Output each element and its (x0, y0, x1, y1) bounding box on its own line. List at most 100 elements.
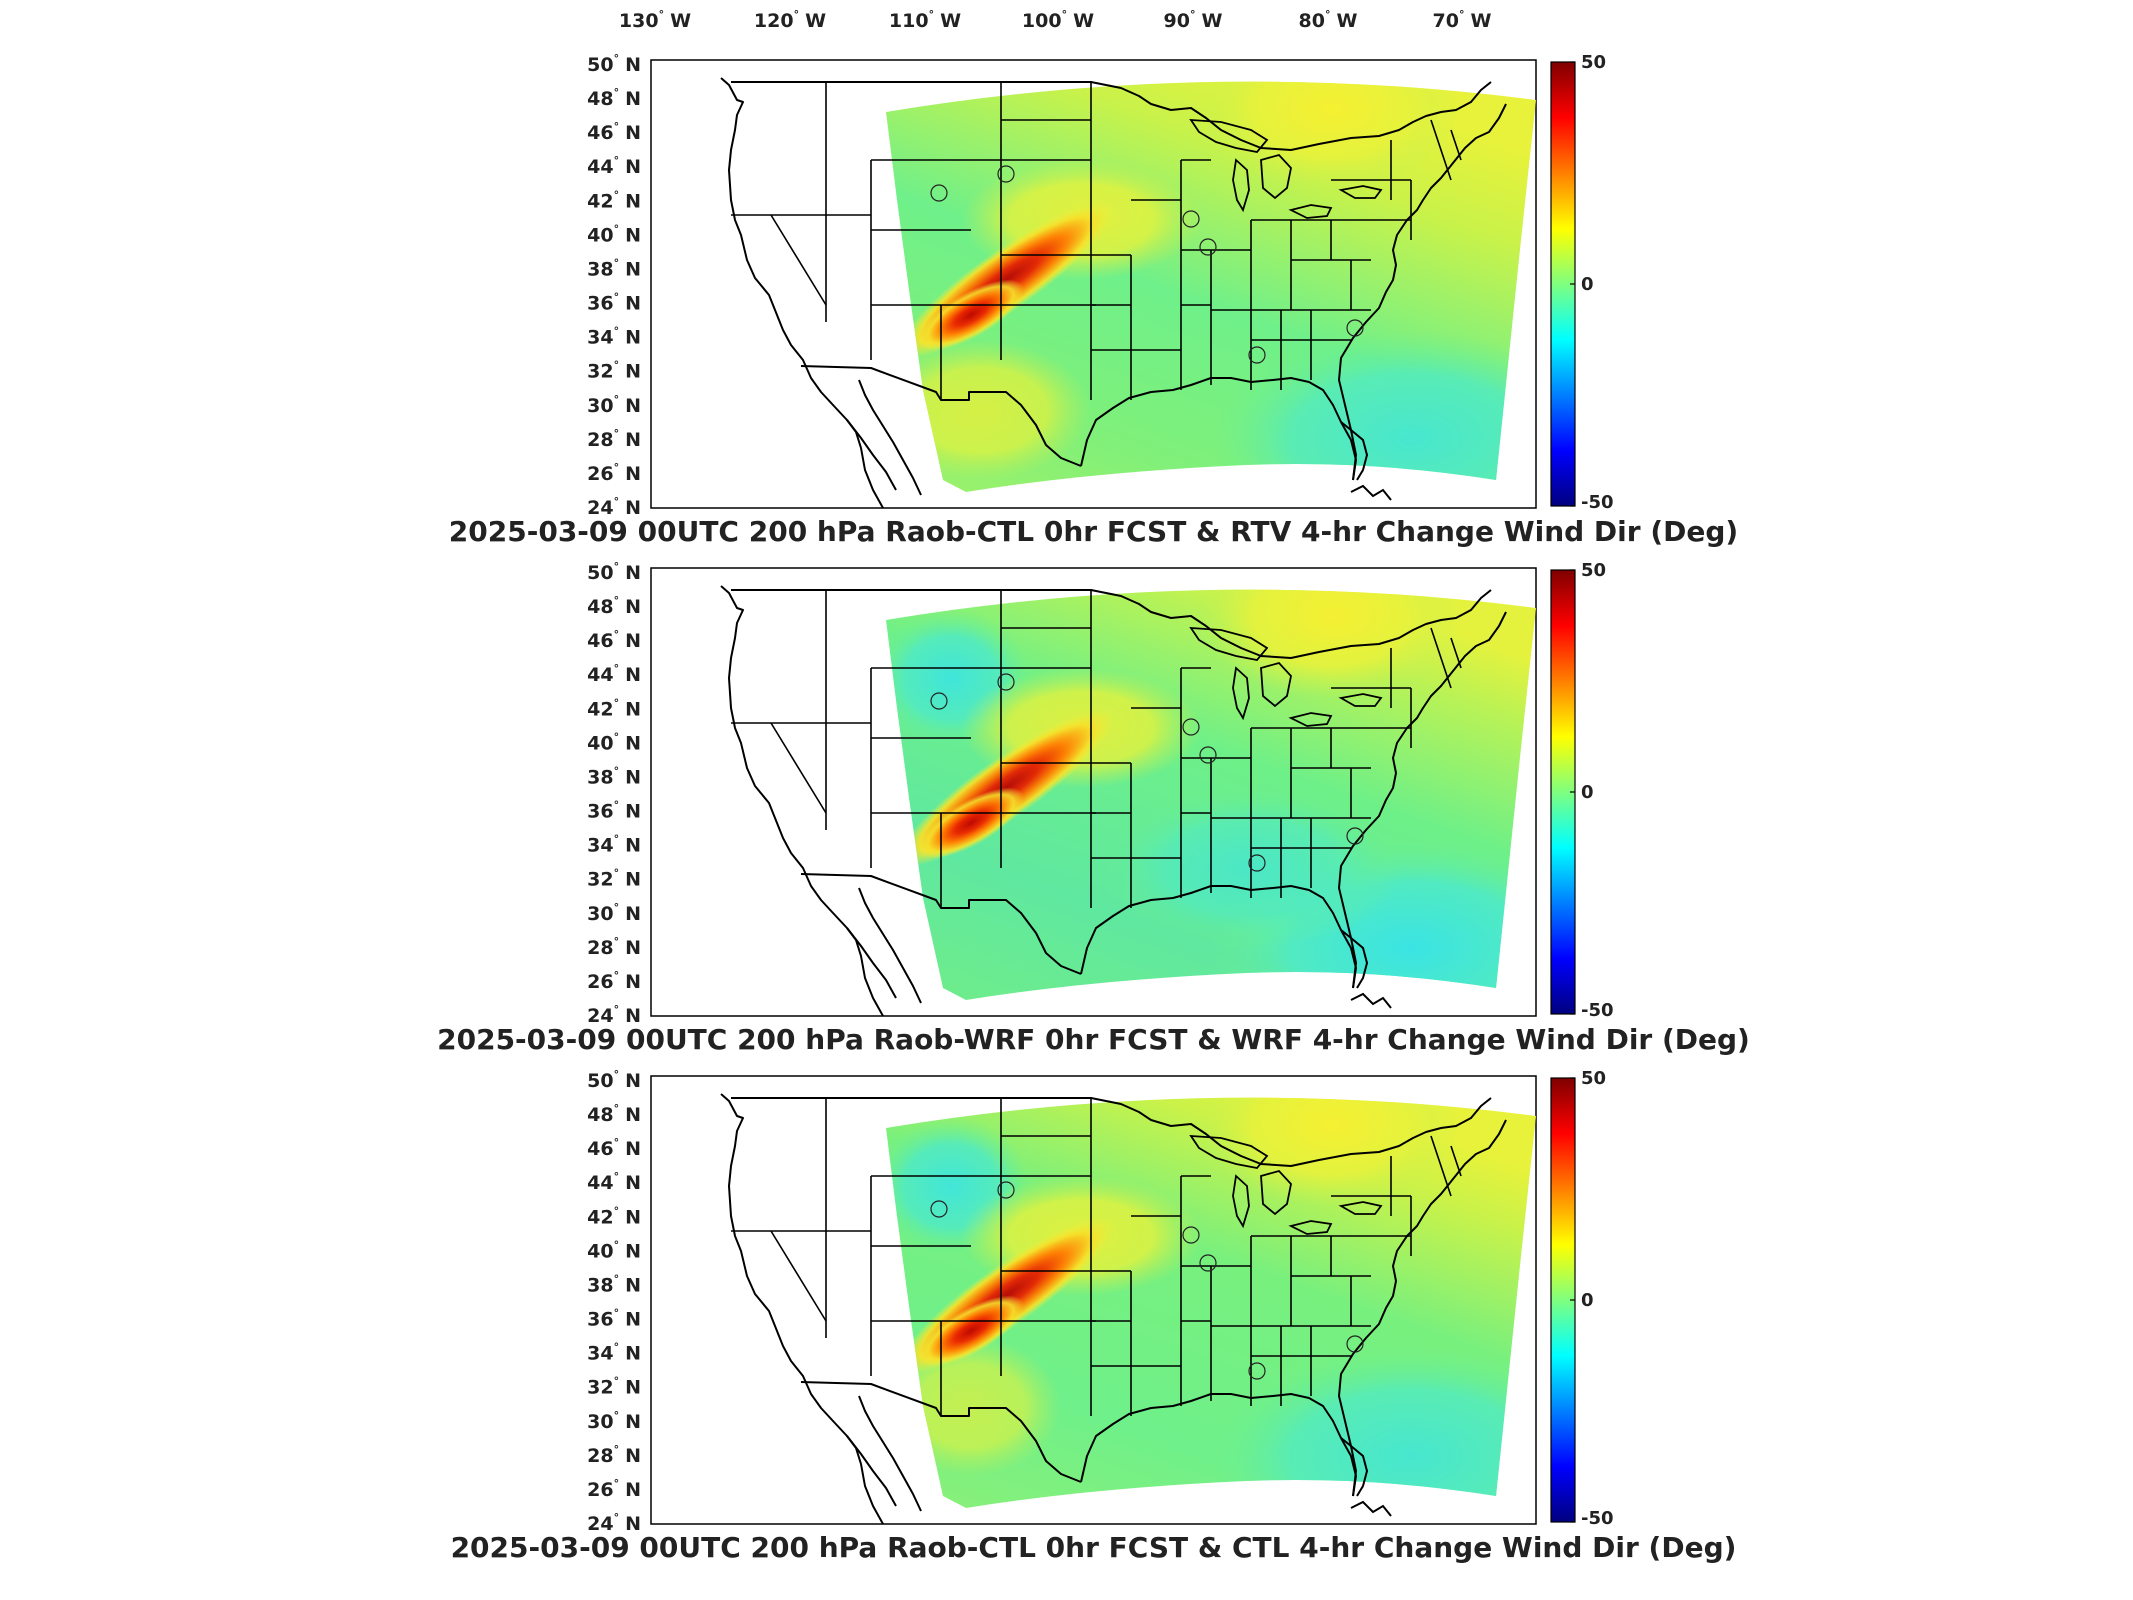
raob-stations (930, 165, 1364, 364)
lat-tick-label: 38° N (587, 1272, 641, 1296)
lat-tick-label: 48° N (587, 86, 641, 110)
lon-tick-label: 100° W (1022, 8, 1094, 32)
lat-tick-label: 40° N (587, 222, 641, 246)
lat-tick-label: 28° N (587, 935, 641, 959)
lat-tick-label: 50° N (587, 1068, 641, 1092)
lat-tick-label: 48° N (587, 1102, 641, 1126)
lat-tick-label: 28° N (587, 427, 641, 451)
lat-tick-label: 32° N (587, 1375, 641, 1399)
colorbar: 50 0 -50 (1550, 1068, 1614, 1529)
raob-station-marker (1346, 319, 1364, 337)
raob-station-marker (1248, 346, 1266, 364)
lat-tick-label: 46° N (587, 1136, 641, 1160)
panel-title: 2025-03-09 00UTC 200 hPa Raob-CTL 0hr FC… (451, 1531, 1737, 1564)
lat-tick-label: 24° N (587, 1003, 641, 1027)
lat-tick-label: 32° N (587, 867, 641, 891)
raob-station-marker (1346, 827, 1364, 845)
lat-tick-label: 42° N (587, 1204, 641, 1228)
raob-station-marker (997, 1181, 1015, 1199)
raob-station-marker (997, 673, 1015, 691)
lat-tick-label: 26° N (587, 461, 641, 485)
latitude-labels: 50° N 48° N 46° N 44° N 42° N 40° N 38° N 36° N 34° N 32° N… (587, 1068, 641, 1535)
lat-tick-label: 48° N (587, 594, 641, 618)
wind-direction-field (886, 589, 1536, 1000)
map-area (650, 59, 1537, 509)
raob-station-marker (1199, 1254, 1217, 1272)
great-lakes (1189, 1134, 1383, 1235)
panel-title: 2025-03-09 00UTC 200 hPa Raob-CTL 0hr FC… (449, 515, 1738, 548)
lat-tick-label: 32° N (587, 359, 641, 383)
lat-tick-label: 50° N (587, 52, 641, 76)
lat-tick-label: 46° N (587, 628, 641, 652)
map-area (650, 567, 1537, 1017)
raob-station-marker (1182, 1226, 1200, 1244)
raob-stations (930, 673, 1364, 872)
raob-station-marker (930, 692, 948, 710)
wind-direction-field (886, 1097, 1536, 1508)
raob-station-marker (930, 1200, 948, 1218)
map-panel-rtv: 50° N 48° N 46° N 44° N 42° N 40° N 38° N 36° N 34° N 32° N… (449, 52, 1738, 548)
lat-tick-label: 30° N (587, 901, 641, 925)
lon-tick-label: 120° W (754, 8, 826, 32)
map-area (650, 1075, 1537, 1525)
lat-tick-label: 44° N (587, 662, 641, 686)
colorbar-tick-min: -50 (1581, 1000, 1614, 1021)
political-boundaries (720, 585, 1507, 1017)
lat-tick-label: 36° N (587, 291, 641, 315)
lat-tick-label: 30° N (587, 393, 641, 417)
colorbar-tick-mid: 0 (1581, 274, 1594, 295)
colorbar-tick-mid: 0 (1581, 782, 1594, 803)
great-lakes (1189, 626, 1383, 727)
lat-tick-label: 38° N (587, 764, 641, 788)
raob-station-marker (1248, 1362, 1266, 1380)
lat-tick-label: 42° N (587, 188, 641, 212)
lat-tick-label: 46° N (587, 120, 641, 144)
lat-tick-label: 34° N (587, 1341, 641, 1365)
raob-station-marker (930, 184, 948, 202)
lon-tick-label: 110° W (889, 8, 961, 32)
raob-station-marker (1199, 746, 1217, 764)
colorbar-tick-mid: 0 (1581, 1290, 1594, 1311)
lat-tick-label: 26° N (587, 969, 641, 993)
latitude-labels: 50° N 48° N 46° N 44° N 42° N 40° N 38° N 36° N 34° N 32° N… (587, 560, 641, 1027)
political-boundaries (720, 77, 1507, 509)
panel-title: 2025-03-09 00UTC 200 hPa Raob-WRF 0hr FC… (437, 1023, 1750, 1056)
colorbar-tick-max: 50 (1581, 1068, 1606, 1089)
lat-tick-label: 44° N (587, 154, 641, 178)
lon-tick-label: 90° W (1164, 8, 1223, 32)
lat-tick-label: 50° N (587, 560, 641, 584)
state-lines (731, 82, 1462, 400)
raob-stations (930, 1181, 1364, 1380)
raob-station-marker (1182, 210, 1200, 228)
lat-tick-label: 42° N (587, 696, 641, 720)
lon-tick-label: 130° W (619, 8, 691, 32)
wind-direction-field (886, 81, 1536, 492)
longitude-labels: 130° W 120° W 110° W 100° W 90° W 80° W 70° W (619, 8, 1492, 32)
lat-tick-label: 24° N (587, 1511, 641, 1535)
latitude-labels: 50° N 48° N 46° N 44° N 42° N 40° N 38° N 36° N 34° N 32° N… (587, 52, 641, 519)
raob-station-marker (1182, 718, 1200, 736)
map-panel-wrf: 50° N 48° N 46° N 44° N 42° N 40° N 38° N 36° N 34° N 32° N… (437, 560, 1750, 1056)
colorbar: 50 0 -50 (1550, 52, 1614, 513)
lon-tick-label: 70° W (1433, 8, 1492, 32)
lat-tick-label: 34° N (587, 833, 641, 857)
lat-tick-label: 24° N (587, 495, 641, 519)
raob-station-marker (997, 165, 1015, 183)
colorbar-tick-min: -50 (1581, 492, 1614, 513)
lat-tick-label: 34° N (587, 325, 641, 349)
raob-station-marker (1248, 854, 1266, 872)
raob-station-marker (1346, 1335, 1364, 1353)
lat-tick-label: 28° N (587, 1443, 641, 1467)
political-boundaries (720, 1093, 1507, 1525)
lat-tick-label: 26° N (587, 1477, 641, 1501)
colorbar-tick-min: -50 (1581, 1508, 1614, 1529)
lat-tick-label: 40° N (587, 730, 641, 754)
lat-tick-label: 44° N (587, 1170, 641, 1194)
lat-tick-label: 36° N (587, 799, 641, 823)
lat-tick-label: 38° N (587, 256, 641, 280)
lat-tick-label: 40° N (587, 1238, 641, 1262)
great-lakes (1189, 118, 1383, 219)
raob-station-marker (1199, 238, 1217, 256)
lon-tick-label: 80° W (1299, 8, 1358, 32)
